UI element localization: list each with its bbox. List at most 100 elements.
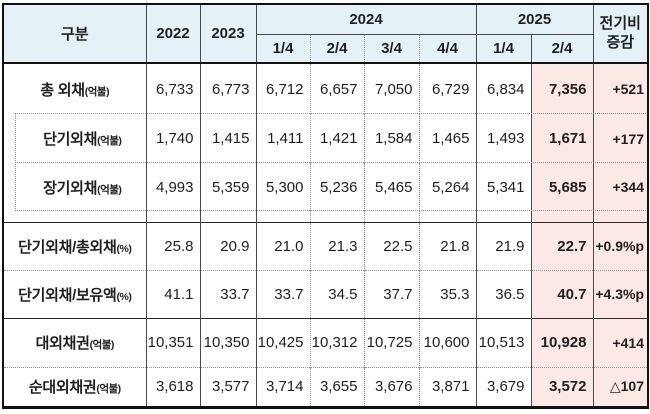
- cell-2024-q3: 5,465: [363, 163, 419, 211]
- header-2022: 2022: [145, 4, 200, 63]
- cell-2024-q4: 3,871: [418, 366, 476, 407]
- spacer-cell: [3, 211, 146, 222]
- spacer-cell: [592, 211, 648, 222]
- cell-2024-q2: 34.5: [309, 269, 364, 318]
- cell-change: +4.3%p: [592, 269, 648, 318]
- section-spacer-row: [3, 211, 648, 222]
- row-net-external-credits: 순대외채권(억불) 3,618 3,577 3,714 3,655 3,676 …: [3, 366, 648, 407]
- cell-change: +344: [592, 163, 648, 211]
- header-2024-q3: 3/4: [363, 34, 419, 63]
- cell-2024-q3: 22.5: [363, 221, 419, 270]
- spacer-cell: [199, 211, 256, 222]
- row-long-term-debt: 장기외채(억불) 4,993 5,359 5,300 5,236 5,465 5…: [3, 163, 648, 211]
- cell-2024-q4: 1,465: [418, 114, 476, 163]
- cell-2025-q1: 3,679: [475, 366, 531, 407]
- header-2025-q1: 1/4: [475, 34, 531, 63]
- cell-2024-q2: 6,657: [309, 62, 364, 114]
- header-change-line2: 증감: [606, 33, 635, 51]
- row-label: 순대외채권(억불): [3, 366, 146, 407]
- cell-2024-q1: 1,411: [255, 114, 310, 163]
- cell-2025-q2-highlight: 3,572: [530, 366, 593, 407]
- cell-2025-q2-highlight: 40.7: [530, 269, 593, 318]
- cell-2022: 3,618: [145, 366, 200, 407]
- cell-2024-q4: 10,600: [418, 317, 476, 367]
- cell-2024-q1: 33.7: [255, 269, 310, 318]
- header-2024-q2: 2/4: [309, 34, 364, 63]
- row-label: 대외채권(억불): [3, 317, 146, 367]
- external-debt-table-wrapper: 구분 2022 2023 2024 2025 전기비 증감 1/4 2/4 3/…: [2, 3, 649, 409]
- cell-2024-q3: 1,584: [363, 114, 419, 163]
- cell-2023: 5,359: [199, 163, 256, 211]
- cell-change: +0.9%p: [592, 221, 648, 270]
- header-2023: 2023: [199, 4, 256, 63]
- table-header: 구분 2022 2023 2024 2025 전기비 증감 1/4 2/4 3/…: [3, 4, 648, 63]
- cell-2024-q1: 5,300: [255, 163, 310, 211]
- cell-change: △107: [592, 366, 648, 407]
- header-2024-q1: 1/4: [255, 34, 310, 63]
- cell-2024-q1: 6,712: [255, 62, 310, 114]
- header-change-line1: 전기비: [599, 15, 641, 33]
- cell-2025-q1: 5,341: [475, 163, 531, 211]
- cell-2022: 6,733: [145, 62, 200, 114]
- cell-2024-q2: 10,312: [309, 317, 364, 367]
- cell-2024-q4: 6,729: [418, 62, 476, 114]
- cell-2025-q1: 36.5: [475, 269, 531, 318]
- cell-2024-q2: 1,421: [309, 114, 364, 163]
- cell-change: +521: [592, 62, 648, 114]
- row-label: 단기외채(억불): [43, 131, 122, 148]
- cell-2024-q3: 7,050: [363, 62, 419, 114]
- spacer-cell: [363, 211, 419, 222]
- row-short-term-to-reserves-ratio: 단기외채/보유액(%) 41.1 33.7 33.7 34.5 37.7 35.…: [3, 269, 648, 318]
- cell-2024-q3: 10,725: [363, 317, 419, 367]
- header-2024-group: 2024: [255, 4, 476, 35]
- header-change: 전기비 증감: [592, 4, 648, 63]
- row-short-term-debt: 단기외채(억불) 1,740 1,415 1,411 1,421 1,584 1…: [3, 114, 648, 163]
- table-body: 총 외채(억불) 6,733 6,773 6,712 6,657 7,050 6…: [3, 62, 648, 407]
- cell-2024-q1: 3,714: [255, 366, 310, 407]
- cell-2024-q2: 3,655: [309, 366, 364, 407]
- cell-2022: 25.8: [145, 221, 200, 270]
- external-debt-statistics-table: 구분 2022 2023 2024 2025 전기비 증감 1/4 2/4 3/…: [2, 3, 649, 409]
- cell-2024-q2: 21.3: [309, 221, 364, 270]
- header-category: 구분: [3, 4, 146, 63]
- spacer-cell: [145, 211, 200, 222]
- spacer-cell: [309, 211, 364, 222]
- cell-2024-q1: 10,425: [255, 317, 310, 367]
- spacer-cell: [475, 211, 531, 222]
- cell-2025-q2-highlight: 1,671: [530, 114, 593, 163]
- cell-2023: 3,577: [199, 366, 256, 407]
- cell-2024-q4: 35.3: [418, 269, 476, 318]
- cell-2023: 6,773: [199, 62, 256, 114]
- header-2025-q2: 2/4: [530, 34, 593, 63]
- spacer-cell: [255, 211, 310, 222]
- cell-2025-q1: 1,493: [475, 114, 531, 163]
- row-label: 단기외채/보유액(%): [3, 269, 146, 318]
- cell-2025-q2-highlight: 22.7: [530, 221, 593, 270]
- cell-2025-q2-highlight: 5,685: [530, 163, 593, 211]
- row-short-term-to-total-ratio: 단기외채/총외채(%) 25.8 20.9 21.0 21.3 22.5 21.…: [3, 221, 648, 270]
- cell-2024-q3: 37.7: [363, 269, 419, 318]
- cell-2024-q2: 5,236: [309, 163, 364, 211]
- row-total-external-debt: 총 외채(억불) 6,733 6,773 6,712 6,657 7,050 6…: [3, 62, 648, 114]
- header-2025-group: 2025: [475, 4, 593, 35]
- cell-change: +414: [592, 317, 648, 367]
- cell-2022: 4,993: [145, 163, 200, 211]
- cell-2022: 1,740: [145, 114, 200, 163]
- header-2024-q4: 4/4: [418, 34, 476, 63]
- cell-2024-q1: 21.0: [255, 221, 310, 270]
- cell-2023: 1,415: [199, 114, 256, 163]
- row-label: 총 외채(억불): [3, 62, 146, 114]
- cell-2022: 10,351: [145, 317, 200, 367]
- cell-2024-q3: 3,676: [363, 366, 419, 407]
- row-label: 단기외채/총외채(%): [3, 221, 146, 270]
- cell-2025-q2-highlight: 7,356: [530, 62, 593, 114]
- cell-2025-q1: 6,834: [475, 62, 531, 114]
- cell-2023: 33.7: [199, 269, 256, 318]
- cell-2024-q4: 21.8: [418, 221, 476, 270]
- cell-2022: 41.1: [145, 269, 200, 318]
- spacer-cell: [530, 211, 593, 222]
- spacer-cell: [418, 211, 476, 222]
- cell-2025-q1: 10,513: [475, 317, 531, 367]
- row-label: 장기외채(억불): [43, 179, 122, 197]
- cell-2025-q2-highlight: 10,928: [530, 317, 593, 367]
